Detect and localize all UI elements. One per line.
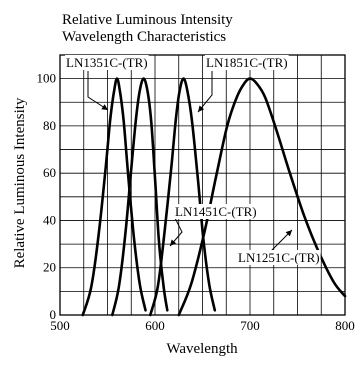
- annotation-leader: [169, 217, 183, 247]
- annotation-label-background: [237, 250, 321, 265]
- series-line-2: [111, 77, 169, 317]
- annotation-label: LN1451C-(TR): [175, 204, 257, 219]
- annotation-label: LN1251C-(TR): [238, 250, 320, 265]
- annotation-label: LN1351C-(TR): [66, 55, 148, 70]
- annotation-label-background: [65, 55, 149, 70]
- y-axis-label: Relative Luminous Intensity: [12, 97, 28, 268]
- annotation-arrowhead: [198, 105, 205, 112]
- series-line-4: [177, 77, 347, 317]
- y-tick-label: 40: [43, 212, 56, 227]
- x-axis-label: Wavelength: [166, 341, 238, 357]
- chart-title: Relative Luminous Intensity: [62, 12, 233, 28]
- series-line-1: [81, 77, 147, 317]
- y-tick-label: 20: [43, 260, 56, 275]
- annotation-label: LN1851C-(TR): [206, 55, 288, 70]
- x-tick-label: 800: [335, 318, 355, 333]
- x-tick-label: 500: [50, 318, 70, 333]
- annotation-leader: [87, 71, 109, 111]
- annotation-arrowhead: [170, 239, 177, 246]
- annotation-label-background: [174, 204, 258, 219]
- annotation-arrowhead: [101, 104, 108, 110]
- annotation-layer: LN1351C-(TR) LN1851C-(TR) LN1451C-(TR) LN12…: [65, 55, 321, 265]
- x-tick-label: 700: [240, 318, 260, 333]
- plot-frame: [59, 54, 346, 316]
- y-tick-label: 0: [50, 307, 57, 322]
- y-tick-label: 60: [43, 165, 56, 180]
- y-tick-label: 80: [43, 118, 56, 133]
- annotation-label-background: [205, 55, 289, 70]
- x-tick-label: 600: [145, 318, 165, 333]
- annotation-arrowhead: [285, 230, 292, 237]
- chart-subtitle: Wavelength Characteristics: [62, 29, 226, 45]
- tick-layer: 500 600 700 800 0 20 40 60 80 100: [37, 71, 355, 333]
- series-layer: [81, 77, 347, 317]
- annotation-leader: [197, 71, 213, 113]
- y-tick-label: 100: [37, 71, 57, 86]
